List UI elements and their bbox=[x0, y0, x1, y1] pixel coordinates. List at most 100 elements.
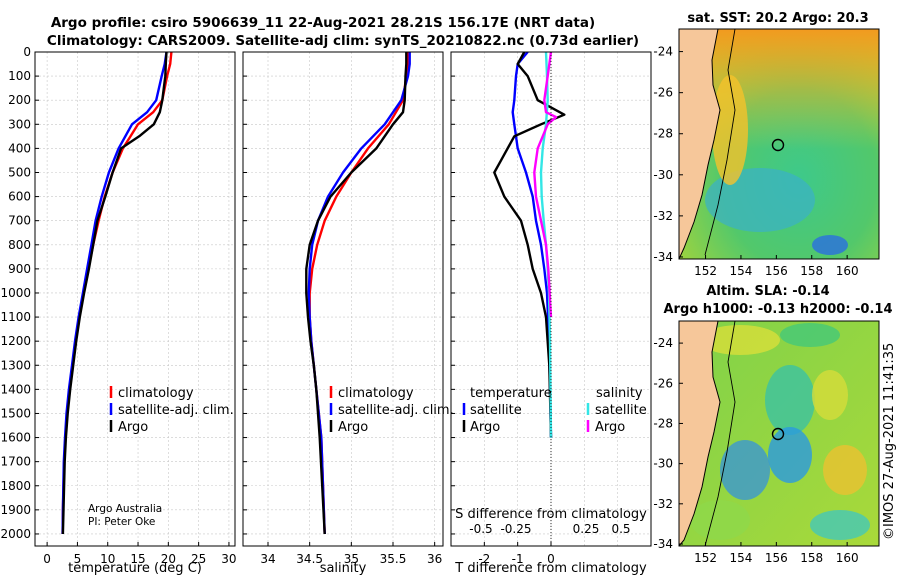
s-tick-label: -0.5 bbox=[469, 522, 492, 536]
map-x-tick-label: 156 bbox=[765, 264, 788, 278]
difference-axes: -2 -1 0T difference from climatology S diff… bbox=[450, 51, 652, 576]
temperature-axes: 0 5 10 15 20 25 300100200300400500600700800900… bbox=[0, 45, 236, 576]
map-y-tick-label: -32 bbox=[653, 209, 673, 223]
s-tick-label: 0.25 bbox=[573, 522, 600, 536]
x-tick-label: 0 bbox=[43, 552, 51, 566]
map-x-tick-label: 160 bbox=[836, 551, 859, 565]
map-y-tick-label: -30 bbox=[653, 457, 673, 471]
sla-map: Altim. SLA: -0.14 Argo h1000: -0.13 h200… bbox=[653, 284, 892, 565]
map-x-tick-label: 154 bbox=[729, 264, 752, 278]
axes-frame bbox=[34, 51, 236, 547]
y-tick-label: 400 bbox=[8, 141, 31, 155]
x-tick-label: 30 bbox=[221, 552, 236, 566]
x-tick-label: 10 bbox=[100, 552, 115, 566]
salinity-legend: climatology satellite-adj. clim. Argo bbox=[329, 386, 454, 435]
sal-legend-climatology: climatology bbox=[338, 386, 414, 401]
map-y-tick-label: -28 bbox=[653, 416, 673, 430]
x-axis-label: T difference from climatology bbox=[454, 561, 647, 576]
x-axis-label: salinity bbox=[320, 561, 367, 576]
x-tick-label: 5 bbox=[74, 552, 82, 566]
figure-title-line1: Argo profile: csiro 5906639_11 22-Aug-20… bbox=[51, 15, 595, 31]
y-tick-label: 100 bbox=[8, 69, 31, 83]
map-y-tick-label: -34 bbox=[653, 537, 673, 551]
map-x-tick-label: 160 bbox=[836, 264, 859, 278]
x-tick-label: 34.5 bbox=[296, 552, 323, 566]
sst-map: sat. SST: 20.2 Argo: 20.3 152 154 156 158 16… bbox=[653, 11, 880, 278]
map-y-tick-label: -32 bbox=[653, 497, 673, 511]
map-x-tick-label: 156 bbox=[765, 551, 788, 565]
salinity-axes: 34 34.5 35 35.5 36 salinity bbox=[242, 51, 444, 576]
map-x-tick-label: 154 bbox=[729, 551, 752, 565]
series-group bbox=[61, 52, 173, 535]
y-tick-label: 1900 bbox=[0, 503, 31, 517]
map-y-tick-label: -34 bbox=[653, 250, 673, 264]
sst-argo-marker bbox=[771, 138, 785, 152]
diff-legend-temp-satellite: satellite bbox=[470, 403, 522, 418]
x-tick-label: 20 bbox=[161, 552, 176, 566]
series-satellite-adj-clim- bbox=[61, 52, 168, 535]
y-tick-label: 1000 bbox=[0, 286, 31, 300]
map-x-tick-label: 152 bbox=[694, 264, 717, 278]
x-tick-label: 36 bbox=[427, 552, 442, 566]
map-y-tick-label: -26 bbox=[653, 376, 673, 390]
s-tick-label: -0.25 bbox=[500, 522, 531, 536]
y-tick-label: 1400 bbox=[0, 382, 31, 396]
y-tick-label: 700 bbox=[8, 214, 31, 228]
x-tick-label: -2 bbox=[478, 552, 490, 566]
map-y-tick-label: -28 bbox=[653, 127, 673, 141]
map-x-tick-label: 152 bbox=[694, 551, 717, 565]
series-s-argo bbox=[533, 52, 558, 318]
y-tick-label: 1700 bbox=[0, 455, 31, 469]
series-group bbox=[305, 52, 411, 535]
y-tick-label: 600 bbox=[8, 190, 31, 204]
x-tick-label: -1 bbox=[512, 552, 524, 566]
legend-climatology: climatology bbox=[118, 386, 194, 401]
x-tick-label: 35.5 bbox=[380, 552, 407, 566]
series-group bbox=[493, 52, 566, 438]
sal-legend-argo: Argo bbox=[338, 420, 368, 435]
x-axis-label: temperature (deg C) bbox=[68, 561, 202, 576]
x-tick-label: 25 bbox=[191, 552, 206, 566]
y-tick-label: 2000 bbox=[0, 527, 31, 541]
diff-legend-temp-title: temperature bbox=[470, 386, 552, 401]
y-tick-label: 0 bbox=[23, 45, 31, 59]
y-tick-label: 1600 bbox=[0, 431, 31, 445]
y-tick-label: 300 bbox=[8, 117, 31, 131]
y-tick-label: 1300 bbox=[0, 358, 31, 372]
diff-legend-sal-satellite: satellite bbox=[595, 403, 647, 418]
series-argo bbox=[305, 52, 408, 535]
x-tick-label: 35 bbox=[344, 552, 359, 566]
map-y-tick-label: -24 bbox=[653, 336, 673, 350]
series-argo bbox=[61, 52, 168, 535]
diff-legend-sal-title: salinity bbox=[596, 386, 643, 401]
annotation-argo-australia: Argo Australia bbox=[88, 503, 162, 515]
y-tick-label: 1500 bbox=[0, 406, 31, 420]
y-tick-label: 500 bbox=[8, 165, 31, 179]
map-y-tick-label: -24 bbox=[653, 45, 673, 59]
y-tick-label: 800 bbox=[8, 238, 31, 252]
annotation-pi: PI: Peter Oke bbox=[88, 516, 155, 528]
map-y-tick-label: -26 bbox=[653, 86, 673, 100]
s-tick-label: 0.5 bbox=[611, 522, 630, 536]
y-tick-label: 200 bbox=[8, 93, 31, 107]
map-x-tick-label: 158 bbox=[800, 264, 823, 278]
x-tick-label: 0 bbox=[547, 552, 555, 566]
figure-title-line2: Climatology: CARS2009. Satellite-adj cli… bbox=[47, 33, 639, 49]
sla-map-title1: Altim. SLA: -0.14 bbox=[706, 284, 829, 299]
x-axis-label-salinity: S difference from climatology bbox=[455, 507, 647, 522]
legend-satellite-adj: satellite-adj. clim. bbox=[118, 403, 234, 418]
series-t-argo bbox=[493, 52, 566, 438]
series-t-satellite bbox=[511, 52, 553, 438]
diff-legend-sal-argo: Argo bbox=[595, 420, 625, 435]
sla-argo-marker bbox=[771, 427, 785, 441]
sla-map-title2: Argo h1000: -0.13 h2000: -0.14 bbox=[663, 302, 892, 317]
y-tick-label: 900 bbox=[8, 262, 31, 276]
sst-map-title: sat. SST: 20.2 Argo: 20.3 bbox=[687, 11, 868, 26]
temperature-legend: climatology satellite-adj. clim. Argo bbox=[109, 386, 234, 435]
diff-legend-salinity: salinity satellite Argo bbox=[586, 386, 647, 435]
x-tick-label: 15 bbox=[130, 552, 145, 566]
axes-frame bbox=[242, 51, 444, 547]
diff-legend-temperature: temperature satellite Argo bbox=[462, 386, 552, 435]
diff-legend-temp-argo: Argo bbox=[470, 420, 500, 435]
